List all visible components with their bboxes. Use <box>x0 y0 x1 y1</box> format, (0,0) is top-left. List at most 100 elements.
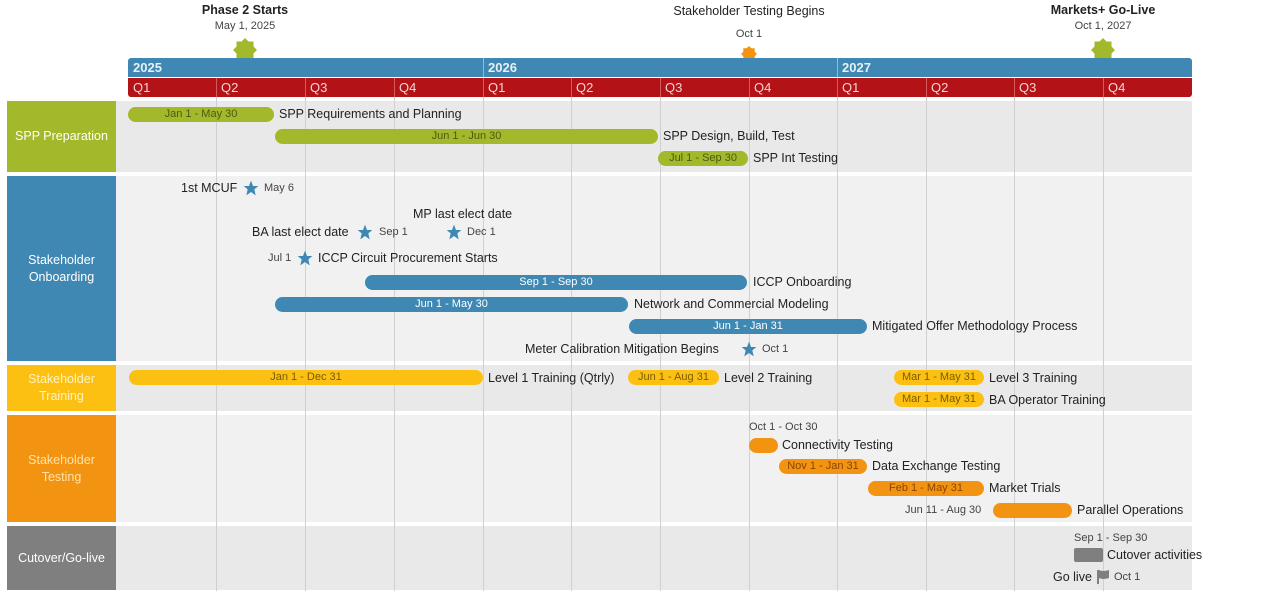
gridline <box>483 97 484 591</box>
task-bar-spp-requirements[interactable]: Jan 1 - May 30 <box>128 107 274 122</box>
task-label-spp-design: SPP Design, Build, Test <box>663 129 795 143</box>
task-bar-level3-training[interactable]: Mar 1 - May 31 <box>894 370 984 385</box>
quarter-separator <box>749 78 750 97</box>
gridline <box>1103 97 1104 591</box>
task-label-parallel-operations: Parallel Operations <box>1077 503 1184 517</box>
gridline <box>837 97 838 591</box>
gridline <box>660 97 661 591</box>
year-label: 2025 <box>133 60 162 75</box>
milestone-date-ba-last-elect: Sep 1 <box>379 226 408 238</box>
quarter-label: Q3 <box>310 80 328 95</box>
quarter-separator <box>571 78 572 97</box>
quarter-label: Q3 <box>665 80 683 95</box>
task-bar-network-modeling[interactable]: Jun 1 - May 30 <box>275 297 628 312</box>
milestone-phase2-date: May 1, 2025 <box>214 20 276 32</box>
quarter-separator <box>305 78 306 97</box>
milestone-stakeholder-testing-date: Oct 1 <box>735 28 763 40</box>
burst-icon <box>233 38 257 62</box>
task-label-connectivity-testing: Connectivity Testing <box>782 438 893 452</box>
task-bar-mitigated-offer[interactable]: Jun 1 - Jan 31 <box>629 319 867 334</box>
year-separator <box>837 58 838 77</box>
swimlane-label-stakeholder-testing: Stakeholder Testing <box>7 415 116 522</box>
quarter-label: Q4 <box>399 80 417 95</box>
task-dates-connectivity-testing: Oct 1 - Oct 30 <box>749 421 818 433</box>
gridline <box>571 97 572 591</box>
star-icon[interactable] <box>446 224 462 240</box>
task-label-level1-training: Level 1 Training (Qtrly) <box>488 371 615 385</box>
milestone-golive-date: Oct 1, 2027 <box>1074 20 1132 32</box>
task-label-network-modeling: Network and Commercial Modeling <box>634 297 829 311</box>
milestone-date-1st-mcuf: May 6 <box>264 182 294 194</box>
burst-icon <box>1091 38 1115 62</box>
task-label-cutover: Cutover activities <box>1107 548 1203 562</box>
milestone-date-go-live: Oct 1 <box>1114 571 1141 583</box>
milestone-date-iccp-procurement: Jul 1 <box>268 252 292 264</box>
gridline <box>394 97 395 591</box>
quarter-label: Q4 <box>1108 80 1126 95</box>
milestone-label-go-live: Go live <box>1053 570 1092 584</box>
task-dates-cutover: Sep 1 - Sep 30 <box>1074 532 1148 544</box>
quarter-label: Q2 <box>931 80 949 95</box>
task-bar-connectivity-testing[interactable] <box>749 438 778 453</box>
quarter-label: Q1 <box>133 80 151 95</box>
star-icon[interactable] <box>243 180 259 196</box>
task-bar-spp-int-testing[interactable]: Jul 1 - Sep 30 <box>658 151 748 166</box>
milestone-label-iccp-procurement: ICCP Circuit Procurement Starts <box>318 251 498 265</box>
gridline <box>305 97 306 591</box>
task-dates-parallel-operations: Jun 11 - Aug 30 <box>905 504 982 516</box>
swimlane-label-spp-preparation: SPP Preparation <box>7 101 116 172</box>
task-bar-iccp-onboarding[interactable]: Sep 1 - Sep 30 <box>365 275 747 290</box>
task-bar-parallel-operations[interactable] <box>993 503 1072 518</box>
swimlane-bg-cutover <box>116 526 1192 590</box>
task-label-spp-int-testing: SPP Int Testing <box>753 151 839 165</box>
star-icon[interactable] <box>741 341 757 357</box>
quarter-separator <box>926 78 927 97</box>
milestone-label-mp-last-elect: MP last elect date <box>413 207 513 221</box>
quarter-separator <box>216 78 217 97</box>
task-label-market-trials: Market Trials <box>989 481 1061 495</box>
task-bar-ba-operator-training[interactable]: Mar 1 - May 31 <box>894 392 984 407</box>
gridline <box>216 97 217 591</box>
task-bar-market-trials[interactable]: Feb 1 - May 31 <box>868 481 984 496</box>
quarter-label: Q1 <box>842 80 860 95</box>
quarter-label: Q2 <box>576 80 594 95</box>
task-bar-level1-training[interactable]: Jan 1 - Dec 31 <box>129 370 483 385</box>
milestone-stakeholder-testing-title: Stakeholder Testing Begins <box>673 4 825 18</box>
milestone-phase2-title: Phase 2 Starts <box>201 3 289 17</box>
task-bar-spp-design[interactable]: Jun 1 - Jun 30 <box>275 129 658 144</box>
quarter-label: Q2 <box>221 80 239 95</box>
milestone-golive-title: Markets+ Go-Live <box>1050 3 1156 17</box>
star-icon[interactable] <box>297 250 313 266</box>
milestone-label-ba-last-elect: BA last elect date <box>252 225 349 239</box>
quarter-separator <box>483 78 484 97</box>
star-icon[interactable] <box>357 224 373 240</box>
year-scale <box>128 58 1192 77</box>
year-separator <box>483 58 484 77</box>
task-label-data-exchange: Data Exchange Testing <box>872 459 1001 473</box>
quarter-separator <box>837 78 838 97</box>
task-bar-cutover[interactable] <box>1074 548 1103 562</box>
task-label-iccp-onboarding: ICCP Onboarding <box>753 275 852 289</box>
task-label-ba-operator-training: BA Operator Training <box>989 393 1106 407</box>
task-label-level3-training: Level 3 Training <box>989 371 1078 385</box>
swimlane-label-stakeholder-training: Stakeholder Training <box>7 365 116 411</box>
flag-icon[interactable] <box>1097 570 1109 584</box>
task-label-spp-requirements: SPP Requirements and Planning <box>279 107 462 121</box>
milestone-label-1st-mcuf: 1st MCUF <box>181 181 238 195</box>
task-label-mitigated-offer: Mitigated Offer Methodology Process <box>872 319 1078 333</box>
quarter-label: Q1 <box>488 80 506 95</box>
year-label: 2027 <box>842 60 871 75</box>
milestone-label-meter-calibration: Meter Calibration Mitigation Begins <box>525 342 719 356</box>
quarter-separator <box>394 78 395 97</box>
task-bar-level2-training[interactable]: Jun 1 - Aug 31 <box>628 370 719 385</box>
quarter-separator <box>660 78 661 97</box>
quarter-label: Q3 <box>1019 80 1037 95</box>
task-label-level2-training: Level 2 Training <box>724 371 813 385</box>
swimlane-label-cutover: Cutover/Go-live <box>7 526 116 590</box>
gridline <box>926 97 927 591</box>
quarter-separator <box>1103 78 1104 97</box>
year-label: 2026 <box>488 60 517 75</box>
swimlane-label-stakeholder-onboarding: Stakeholder Onboarding <box>7 176 116 361</box>
gridline <box>1014 97 1015 591</box>
task-bar-data-exchange[interactable]: Nov 1 - Jan 31 <box>779 459 867 474</box>
